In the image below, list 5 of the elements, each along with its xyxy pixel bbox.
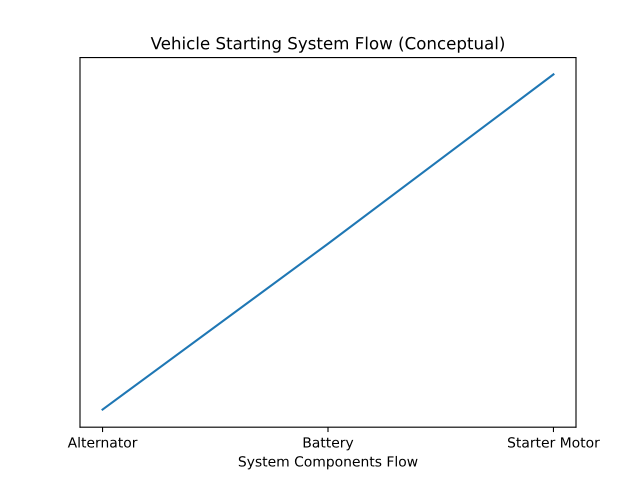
x-tick-label: Alternator <box>68 436 138 448</box>
x-tick-label: Starter Motor <box>508 437 600 448</box>
chart-title: Vehicle Starting System Flow (Conceptual) <box>150 36 504 53</box>
x-tick-label: Battery <box>304 437 354 450</box>
x-axis-title: System Components Flow <box>238 456 418 470</box>
